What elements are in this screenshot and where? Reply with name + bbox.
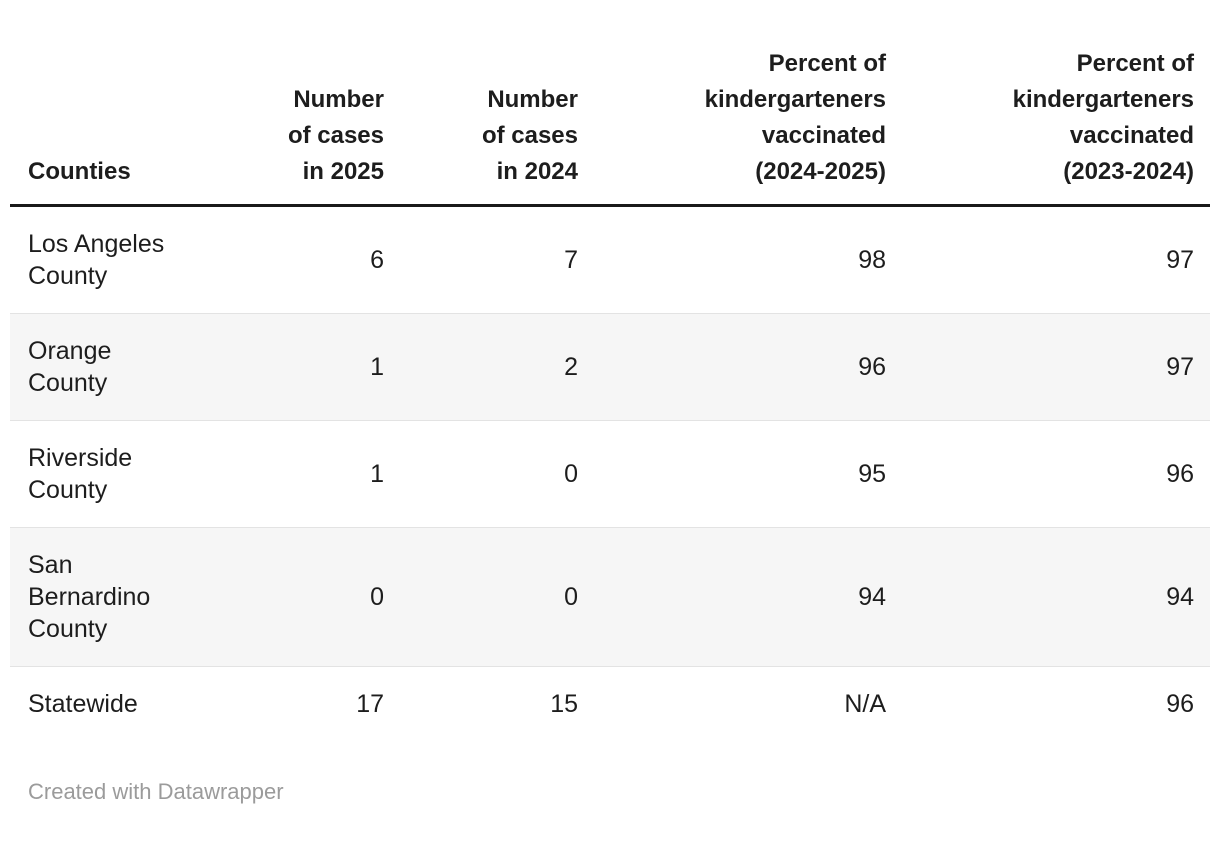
header-row: Counties Number of cases in 2025 Number … [10, 46, 1210, 207]
cell-cases-2025: 1 [370, 460, 384, 488]
cell-county: Statewide [28, 690, 138, 718]
cell-pct-2024-2025: 94 [858, 583, 886, 611]
cell-cases-2024: 2 [564, 353, 578, 381]
cell-county: San Bernardino County [28, 551, 151, 643]
column-header-pct-2023-2024: Percent of kindergarteners vaccinated (2… [902, 46, 1210, 207]
cell-cases-2025: 1 [370, 353, 384, 381]
cell-county: Los Angeles County [28, 230, 165, 290]
cell-pct-2024-2025: 98 [858, 246, 886, 274]
cell-pct-2023-2024: 97 [1166, 246, 1194, 274]
cell-county: Riverside County [28, 444, 133, 504]
cell-pct-2024-2025: N/A [844, 690, 886, 718]
cell-cases-2025: 6 [370, 246, 384, 274]
datawrapper-table-container: Counties Number of cases in 2025 Number … [10, 46, 1210, 741]
column-header-counties: Counties [10, 46, 195, 207]
cell-cases-2024: 0 [564, 460, 578, 488]
cell-county: Orange County [28, 337, 112, 397]
column-header-cases-2024: Number of cases in 2024 [400, 46, 594, 207]
cell-pct-2023-2024: 96 [1166, 460, 1194, 488]
cell-cases-2024: 15 [550, 690, 578, 718]
cell-cases-2025: 0 [370, 583, 384, 611]
datawrapper-attribution-link[interactable]: Created with Datawrapper [28, 779, 284, 804]
table-row-san-bernardino: San Bernardino County 0 0 94 94 [10, 527, 1210, 667]
cell-pct-2023-2024: 97 [1166, 353, 1194, 381]
data-table: Counties Number of cases in 2025 Number … [10, 46, 1210, 741]
table-header: Counties Number of cases in 2025 Number … [10, 46, 1210, 207]
cell-pct-2024-2025: 96 [858, 353, 886, 381]
cell-pct-2023-2024: 96 [1166, 690, 1194, 718]
cell-cases-2025: 17 [356, 690, 384, 718]
cell-pct-2023-2024: 94 [1166, 583, 1194, 611]
cell-pct-2024-2025: 95 [858, 460, 886, 488]
table-row-los-angeles: Los Angeles County 6 7 98 97 [10, 206, 1210, 314]
table-row-statewide: Statewide 17 15 N/A 96 [10, 666, 1210, 742]
column-header-pct-2024-2025: Percent of kindergarteners vaccinated (2… [594, 46, 902, 207]
table-row-orange: Orange County 1 2 96 97 [10, 313, 1210, 421]
cell-cases-2024: 0 [564, 583, 578, 611]
table-row-riverside: Riverside County 1 0 95 96 [10, 420, 1210, 528]
column-header-cases-2025: Number of cases in 2025 [195, 46, 400, 207]
cell-cases-2024: 7 [564, 246, 578, 274]
table-body: Los Angeles County 6 7 98 97 Orange Coun… [10, 206, 1210, 742]
